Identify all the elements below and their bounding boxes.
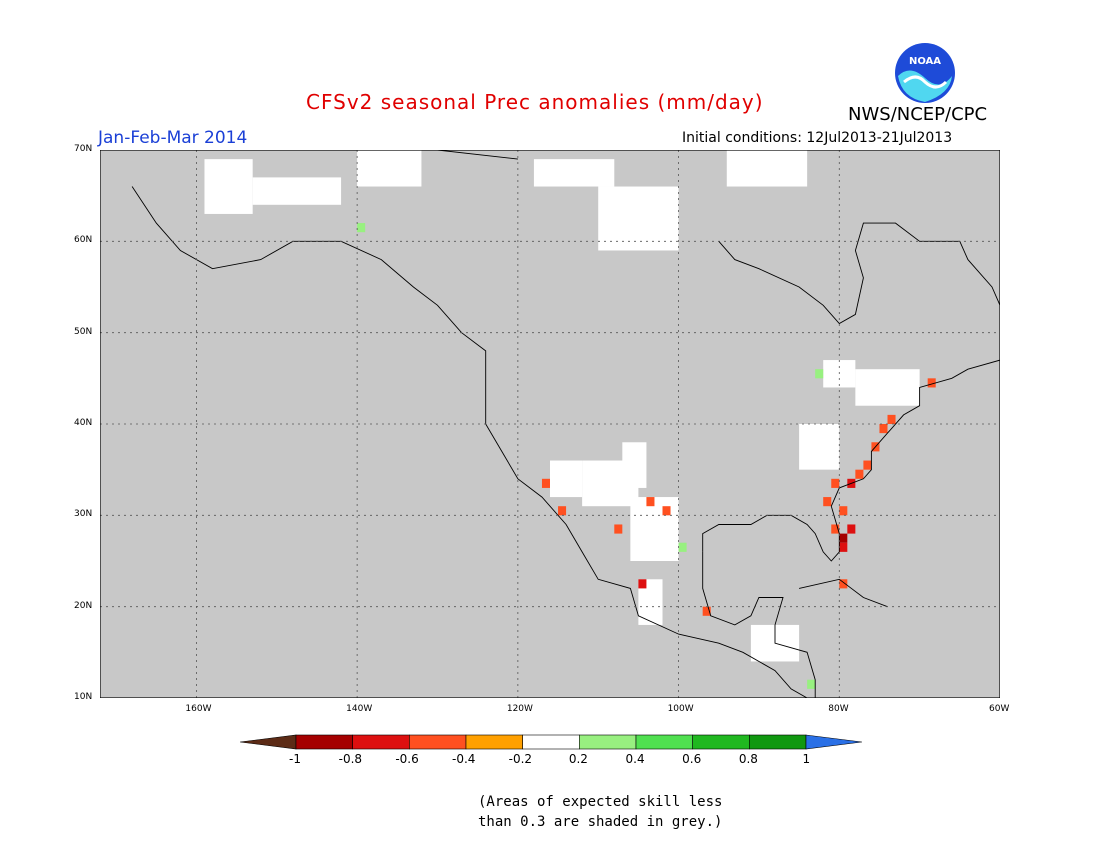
colorbar-bin — [692, 734, 750, 750]
colorbar-bin — [295, 734, 353, 750]
anomaly-cell — [558, 506, 567, 516]
initial-conditions: Initial conditions: 12Jul2013-21Jul2013 — [682, 130, 953, 146]
white-region — [204, 159, 253, 214]
colorbar-bin — [240, 734, 297, 750]
colorbar-tick-label: 0.8 — [738, 752, 758, 766]
white-region — [630, 497, 679, 561]
noaa-logo-icon: NOAA — [895, 43, 955, 103]
anomaly-cell — [847, 524, 856, 534]
precip-anomaly-map — [100, 150, 1000, 698]
colorbar-tick-label: -0.6 — [395, 752, 419, 766]
anomaly-cell — [823, 497, 832, 507]
lat-tick-label: 10N — [74, 692, 93, 702]
anomaly-cell — [702, 606, 711, 616]
anomaly-cell — [855, 469, 864, 479]
anomaly-cell — [357, 223, 366, 233]
lon-tick-label: 120W — [506, 704, 533, 714]
map-title: CFSv2 seasonal Prec anomalies (mm/day) — [306, 90, 764, 114]
colorbar-tick-label: -0.4 — [452, 752, 476, 766]
colorbar-bin — [409, 734, 467, 750]
white-region — [622, 442, 647, 488]
white-region — [598, 186, 679, 251]
colorbar-tick-label: 0.2 — [568, 752, 588, 766]
anomaly-cell — [831, 524, 840, 534]
white-region — [799, 424, 840, 470]
colorbar-bin — [635, 734, 693, 750]
skill-note-line-2: than 0.3 are shaded in grey.) — [478, 814, 723, 830]
white-region — [252, 177, 342, 205]
skill-note-line-1: (Areas of expected skill less — [478, 794, 723, 810]
lon-tick-label: 80W — [828, 704, 849, 714]
anomaly-cells — [357, 223, 936, 689]
lon-tick-label: 160W — [185, 704, 212, 714]
anomaly-cell — [839, 542, 848, 552]
colorbar-bin — [352, 734, 410, 750]
colorbar-bin — [465, 734, 523, 750]
white-region — [550, 460, 583, 498]
anomaly-cell — [839, 533, 848, 543]
anomaly-cell — [807, 679, 816, 689]
anomaly-cell — [638, 579, 647, 589]
grid-lines — [100, 150, 1000, 698]
colorbar-tick-label: -0.8 — [338, 752, 363, 766]
colorbar-bin — [522, 734, 580, 750]
anomaly-cell — [662, 506, 671, 516]
lat-tick-label: 20N — [74, 600, 93, 611]
anomaly-cell — [927, 378, 936, 388]
anomaly-cell — [863, 460, 872, 470]
colorbar-tick-label: 0.4 — [625, 752, 645, 766]
anomaly-cell — [839, 579, 848, 589]
coastline — [702, 359, 1000, 562]
coastline — [718, 222, 1000, 325]
white-region — [533, 159, 615, 187]
anomaly-cell — [887, 414, 896, 424]
anomaly-cell — [614, 524, 623, 534]
anomaly-cell — [541, 478, 550, 488]
lon-tick-label: 60W — [989, 704, 1010, 714]
anomaly-cell — [831, 478, 840, 488]
lat-tick-label: 70N — [74, 144, 93, 154]
lat-tick-label: 50N — [74, 326, 93, 337]
coastlines — [131, 150, 1000, 698]
svg-text:NOAA: NOAA — [909, 56, 941, 67]
lat-tick-label: 60N — [74, 235, 93, 246]
lon-tick-label: 100W — [667, 704, 694, 714]
colorbar-tick-label: -0.2 — [508, 752, 533, 766]
lon-tick-label: 140W — [346, 704, 373, 714]
anomaly-cell — [879, 424, 888, 434]
anomaly-cell — [678, 542, 687, 552]
coastline — [196, 150, 518, 160]
coastline — [799, 578, 888, 608]
colorbar-bin — [579, 734, 637, 750]
white-region — [855, 369, 920, 406]
colorbar-tick-label: -1 — [289, 752, 301, 766]
lat-tick-label: 40N — [74, 418, 93, 428]
lat-tick-label: 30N — [74, 509, 93, 520]
anomaly-cell — [839, 506, 848, 516]
skill-note: (Areas of expected skill less than 0.3 a… — [478, 792, 722, 832]
colorbar-bin — [805, 734, 862, 750]
coastline — [131, 186, 808, 698]
coastline — [702, 551, 816, 698]
colorbar-tick-label: 1 — [802, 752, 811, 766]
agency-label: NWS/NCEP/CPC — [848, 104, 988, 125]
colorbar-bin — [749, 734, 807, 750]
white-region — [357, 150, 422, 187]
forecast-period: Jan-Feb-Mar 2014 — [98, 128, 248, 148]
colorbar — [240, 734, 862, 750]
anomaly-cell — [815, 369, 824, 379]
colorbar-tick-label: 0.6 — [682, 752, 702, 766]
anomaly-cell — [646, 497, 655, 507]
white-region — [726, 150, 808, 187]
near-normal-regions — [204, 150, 920, 662]
